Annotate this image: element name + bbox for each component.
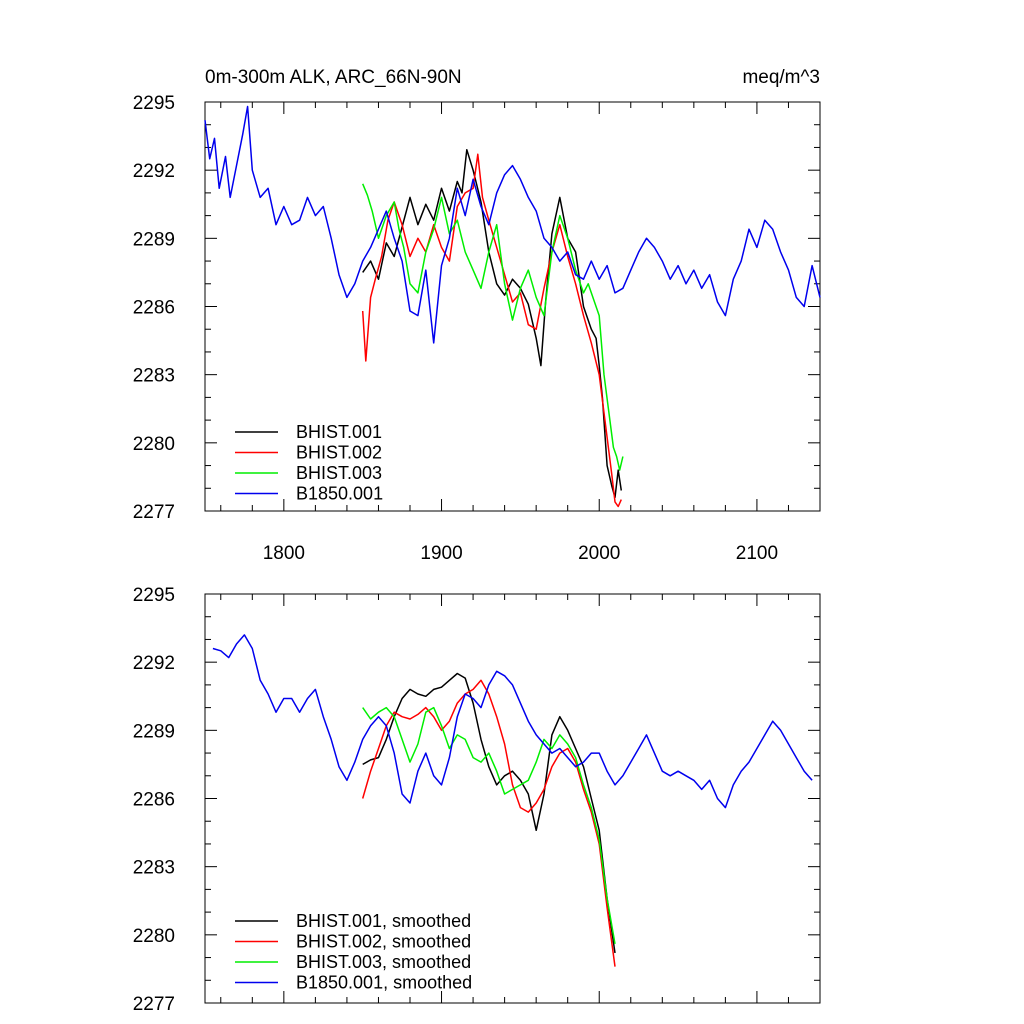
- y-tick-label: 2289: [133, 721, 175, 742]
- y-tick-label: 2292: [133, 653, 175, 674]
- chart-title: 0m-300m ALK, ARC_66N-90N: [205, 67, 462, 88]
- y-tick-label: 2283: [133, 366, 175, 387]
- x-tick-label: 2100: [736, 543, 778, 564]
- series-line-1: [362, 672, 616, 954]
- y-tick-label: 2286: [133, 298, 175, 319]
- series-line-4: [212, 634, 813, 809]
- y-tick-label: 2280: [133, 434, 175, 455]
- legend-label: BHIST.002: [296, 443, 382, 463]
- series-line-3: [362, 706, 616, 945]
- series-line-3: [362, 183, 624, 471]
- series-line-2: [361, 153, 622, 508]
- series-line-1: [362, 148, 623, 499]
- x-tick-label: 1800: [263, 543, 305, 564]
- legend-label: BHIST.001: [296, 422, 382, 442]
- y-tick-label: 2286: [133, 790, 175, 811]
- series-line-2: [361, 679, 616, 967]
- legend-label: BHIST.003, smoothed: [296, 952, 471, 972]
- series-line-4: [204, 105, 821, 344]
- x-tick-label: 1900: [420, 543, 462, 564]
- legend-label: B1850.001: [296, 484, 383, 504]
- bottom-panel: 2277 2280 2283 2286 2289 2292 2295 BHIST.001, s…: [133, 585, 821, 1015]
- y-tick-label: 2289: [133, 229, 175, 250]
- legend-label: BHIST.001, smoothed: [296, 911, 471, 931]
- units-label: meq/m^3: [742, 67, 820, 88]
- y-tick-label: 2280: [133, 926, 175, 947]
- top-panel: 2277 2280 2283 2286 2289 2292 2295 1800 1900 2000…: [133, 93, 821, 564]
- y-tick-label: 2295: [133, 93, 175, 114]
- y-tick-label: 2295: [133, 585, 175, 606]
- y-tick-label: 2277: [133, 994, 175, 1015]
- legend-label: BHIST.003: [296, 463, 382, 483]
- x-tick-label: 2000: [578, 543, 620, 564]
- y-tick-label: 2292: [133, 161, 175, 182]
- y-tick-label: 2277: [133, 502, 175, 523]
- legend-label: BHIST.002, smoothed: [296, 932, 471, 952]
- y-tick-label: 2283: [133, 858, 175, 879]
- legend-label: B1850.001, smoothed: [296, 973, 472, 993]
